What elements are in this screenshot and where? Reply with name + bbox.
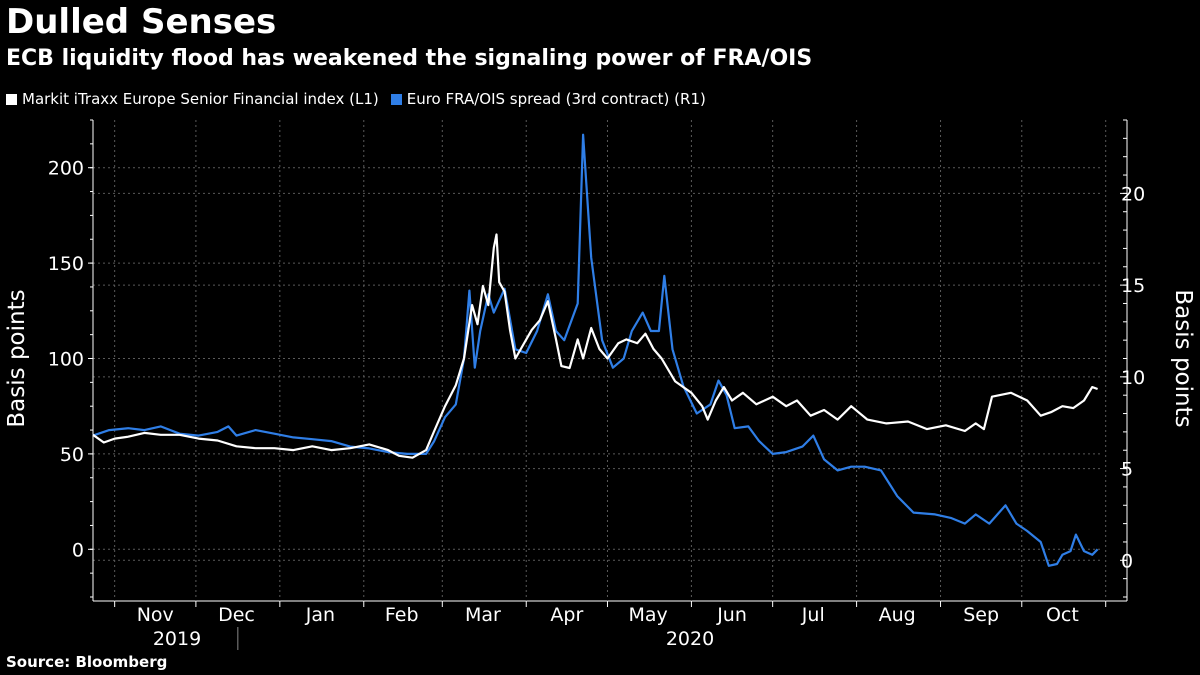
legend-label-fra-ois: Euro FRA/OIS spread (3rd contract) (R1) bbox=[406, 90, 706, 108]
ytick-label-left: 200 bbox=[48, 158, 84, 180]
series-line-fra-ois bbox=[92, 133, 1099, 567]
year-label-2020: 2020 bbox=[666, 628, 714, 650]
ytick-label-right: 10 bbox=[1121, 367, 1145, 389]
month-label: May bbox=[628, 604, 667, 626]
month-label: Mar bbox=[465, 604, 501, 626]
legend-item-fra-ois: Euro FRA/OIS spread (3rd contract) (R1) bbox=[390, 90, 706, 108]
month-label: Oct bbox=[1046, 604, 1079, 626]
month-label: Feb bbox=[385, 604, 419, 626]
ytick-label-left: 50 bbox=[60, 444, 84, 466]
ytick-label-left: 150 bbox=[48, 253, 84, 275]
chart-legend: Markit iTraxx Europe Senior Financial in… bbox=[6, 90, 718, 108]
month-label: Aug bbox=[879, 604, 916, 626]
legend-swatch-white bbox=[6, 93, 17, 105]
legend-label-itraxx: Markit iTraxx Europe Senior Financial in… bbox=[22, 90, 379, 108]
legend-swatch-blue bbox=[390, 93, 402, 105]
ytick-label-left: 100 bbox=[48, 349, 84, 371]
y-axis-title-right: Basis points bbox=[1170, 289, 1196, 427]
y-axis-title-left: Basis points bbox=[4, 289, 30, 427]
series-line-itraxx bbox=[92, 233, 1098, 459]
month-label: Jun bbox=[716, 604, 747, 626]
chart-subtitle: ECB liquidity flood has weakened the sig… bbox=[6, 46, 813, 71]
chart-title: Dulled Senses bbox=[6, 2, 277, 42]
source-note: Source: Bloomberg bbox=[6, 653, 168, 671]
month-label: Apr bbox=[550, 604, 583, 626]
ytick-label-left: 0 bbox=[72, 539, 84, 561]
year-label-2019: 2019 bbox=[153, 628, 201, 650]
ytick-label-right: 15 bbox=[1121, 275, 1145, 297]
month-label: Sep bbox=[963, 604, 999, 626]
month-label: Nov bbox=[137, 604, 174, 626]
month-label: Dec bbox=[218, 604, 255, 626]
legend-item-itraxx: Markit iTraxx Europe Senior Financial in… bbox=[6, 90, 379, 108]
month-label: Jul bbox=[801, 604, 825, 626]
ytick-label-right: 20 bbox=[1121, 183, 1145, 205]
month-label: Jan bbox=[305, 604, 335, 626]
